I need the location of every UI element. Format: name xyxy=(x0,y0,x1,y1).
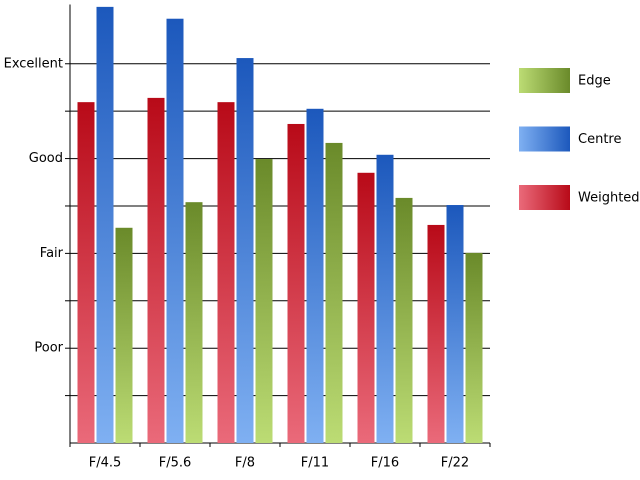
bar xyxy=(255,159,273,443)
x-tick-label: F/5.6 xyxy=(159,456,192,471)
y-tick-label: Good xyxy=(29,151,63,166)
bar xyxy=(166,18,184,444)
bar xyxy=(287,123,305,444)
x-tick-label: F/16 xyxy=(371,456,399,471)
y-tick-label: Excellent xyxy=(4,56,63,71)
bar xyxy=(465,252,483,443)
bar xyxy=(77,102,95,443)
legend-label: Edge xyxy=(578,74,611,89)
y-tick-label: Poor xyxy=(34,341,63,356)
bar xyxy=(115,227,133,443)
bar xyxy=(185,202,203,443)
legend-swatch xyxy=(519,185,570,210)
bar xyxy=(236,58,254,443)
bar xyxy=(325,142,343,444)
y-tick-label: Fair xyxy=(40,246,64,261)
x-tick-label: F/8 xyxy=(235,456,255,471)
bar xyxy=(147,97,165,444)
bar xyxy=(306,108,324,443)
x-tick-label: F/4.5 xyxy=(89,456,122,471)
bar xyxy=(446,205,464,443)
bar xyxy=(217,102,235,443)
legend-label: Centre xyxy=(578,132,621,147)
bar xyxy=(96,6,114,444)
legend-swatch xyxy=(519,126,570,152)
x-tick-label: F/11 xyxy=(301,456,329,471)
bar xyxy=(376,154,394,443)
bar xyxy=(427,224,445,443)
bar xyxy=(395,197,413,443)
legend-label: Weighted xyxy=(578,191,640,206)
bar xyxy=(357,172,375,443)
legend-swatch xyxy=(519,68,570,93)
x-tick-label: F/22 xyxy=(441,456,469,471)
